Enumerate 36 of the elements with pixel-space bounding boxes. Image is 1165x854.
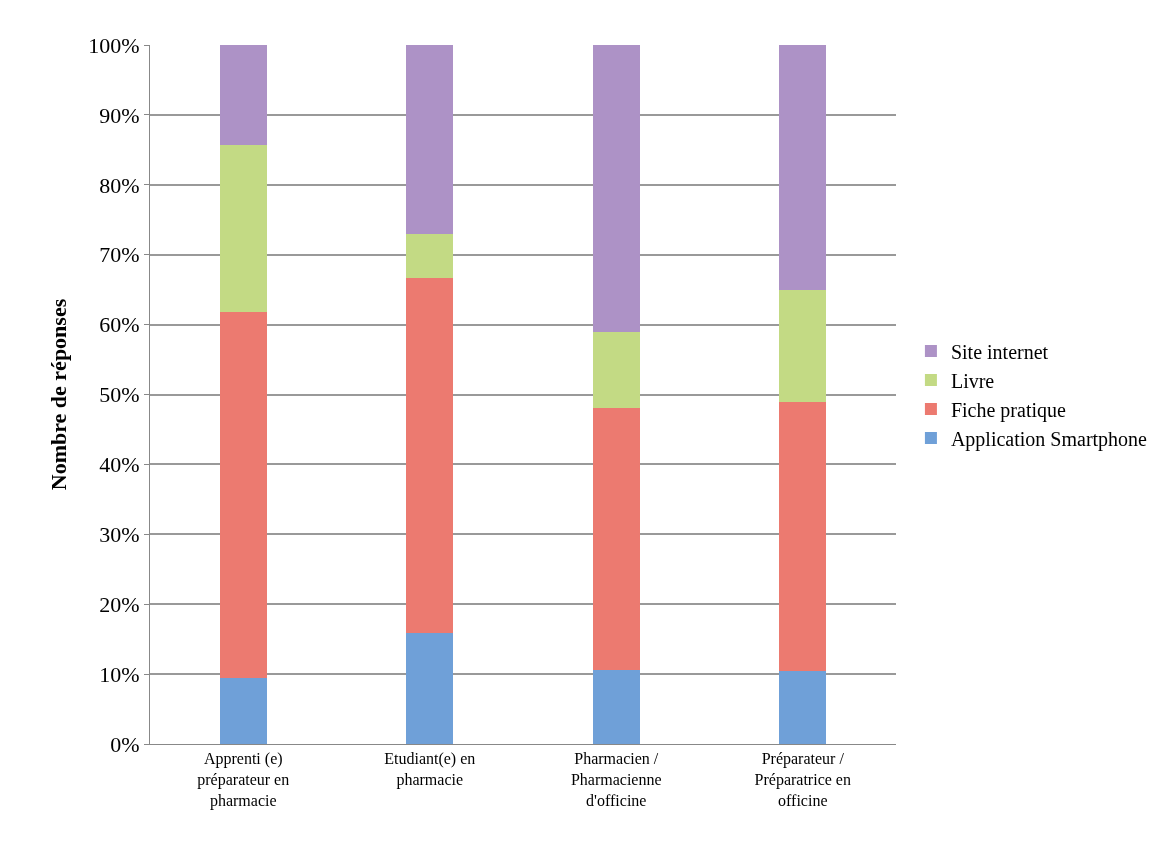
bar	[406, 45, 454, 234]
y-tick-label: 80%	[99, 172, 140, 198]
x-tick-label: Pharmacien / Pharmacienne d'officine	[570, 750, 662, 809]
y-tick-label: 40%	[99, 452, 140, 478]
y-tick-label: 90%	[99, 102, 140, 128]
bar	[779, 671, 827, 744]
y-tick-label: 50%	[99, 382, 140, 408]
bar	[779, 289, 827, 403]
bar	[406, 632, 454, 744]
bar	[592, 408, 640, 670]
bar	[592, 669, 640, 744]
bar	[219, 677, 267, 744]
y-tick-label: 60%	[99, 312, 140, 338]
bar	[406, 233, 454, 278]
bar	[406, 277, 454, 633]
x-tick-label: Apprenti (e) préparateur en pharmacie	[197, 750, 290, 810]
x-tick-label: Préparateur / Préparatrice en officine	[754, 750, 851, 809]
bar	[779, 45, 827, 290]
bar	[219, 312, 267, 678]
x-tick-label: Etudiant(e) en pharmacie	[384, 750, 476, 789]
bar	[592, 45, 640, 333]
legend-label: Application Smartphone	[950, 427, 1148, 451]
bar	[219, 45, 267, 145]
y-tick-label: 0%	[110, 731, 140, 757]
legend-label: Site internet	[950, 340, 1049, 363]
bar	[219, 144, 267, 313]
y-tick-label: 30%	[99, 522, 140, 547]
y-tick-label: 70%	[99, 242, 140, 268]
y-tick-label: 100%	[88, 32, 140, 58]
bar	[779, 402, 827, 672]
bar	[592, 332, 640, 409]
y-axis-title: Nombre de réponses	[46, 298, 72, 491]
y-tick-label: 20%	[99, 591, 140, 617]
legend-label: Fiche pratique	[950, 398, 1066, 422]
y-tick-label: 10%	[99, 661, 140, 687]
legend-label: Livre	[950, 369, 995, 392]
